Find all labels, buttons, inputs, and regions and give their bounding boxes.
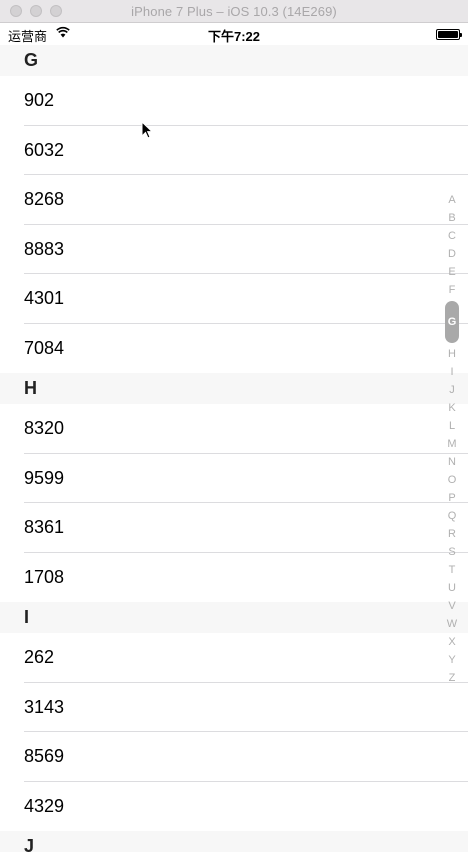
index-letter-g[interactable]: G (445, 301, 459, 343)
table-row[interactable]: 9599 (0, 454, 468, 504)
table-row[interactable]: 902 (0, 76, 468, 126)
section-g: G 902 6032 8268 8883 4301 7084 (0, 45, 468, 373)
index-letter-w[interactable]: W (446, 618, 458, 630)
index-letter-q[interactable]: Q (447, 510, 457, 522)
table-row[interactable]: 8569 (0, 732, 468, 782)
index-letter-u[interactable]: U (448, 582, 456, 594)
table-row[interactable]: 6032 (0, 126, 468, 176)
mouse-pointer-icon (141, 121, 153, 139)
table-row[interactable]: 8320 (0, 404, 468, 454)
battery-icon (436, 29, 462, 40)
index-letter-m[interactable]: M (447, 438, 457, 450)
index-letter-n[interactable]: N (448, 456, 456, 468)
index-letter-l[interactable]: L (448, 420, 456, 432)
minimize-window-button[interactable] (30, 5, 42, 17)
section-h: H 8320 9599 8361 1708 (0, 373, 468, 602)
index-letter-z[interactable]: Z (448, 672, 456, 684)
index-letter-j[interactable]: J (449, 384, 455, 396)
index-letter-c[interactable]: C (448, 230, 456, 242)
zoom-window-button[interactable] (50, 5, 62, 17)
table-row[interactable]: 8268 (0, 175, 468, 225)
table-row[interactable]: 8883 (0, 225, 468, 275)
table-row[interactable]: 3143 (0, 683, 468, 733)
index-letter-d[interactable]: D (448, 248, 456, 260)
table-row[interactable]: 8361 (0, 503, 468, 553)
index-letter-x[interactable]: X (448, 636, 456, 648)
section-j: J (0, 831, 468, 852)
index-letter-i[interactable]: I (450, 366, 454, 378)
index-letter-t[interactable]: T (448, 564, 456, 576)
simulator-title-bar: iPhone 7 Plus – iOS 10.3 (14E269) (0, 0, 468, 23)
index-letter-y[interactable]: Y (448, 654, 456, 666)
table-row[interactable]: 7084 (24, 337, 65, 358)
table-view[interactable]: G 902 6032 8268 8883 4301 7084 H 8320 95… (0, 45, 468, 852)
wifi-icon (56, 26, 70, 38)
index-letter-h[interactable]: H (448, 348, 456, 360)
close-window-button[interactable] (10, 5, 22, 17)
index-letter-o[interactable]: O (447, 474, 457, 486)
section-header: J (0, 831, 468, 852)
status-time: 下午7:22 (207, 29, 261, 44)
section-header: G (0, 45, 468, 76)
window-title: iPhone 7 Plus – iOS 10.3 (14E269) (131, 4, 337, 19)
index-letter-p[interactable]: P (448, 492, 456, 504)
index-letter-r[interactable]: R (448, 528, 456, 540)
table-row[interactable]: 262 (0, 633, 468, 683)
index-letter-k[interactable]: K (448, 402, 456, 414)
index-letter-s[interactable]: S (448, 546, 456, 558)
table-row[interactable]: 4301 (0, 274, 468, 324)
index-letter-f[interactable]: F (448, 284, 456, 296)
status-bar: 运营商 下午7:22 (0, 23, 468, 45)
index-letter-v[interactable]: V (448, 600, 456, 612)
index-letter-b[interactable]: B (448, 212, 456, 224)
index-letter-a[interactable]: A (448, 194, 456, 206)
table-row[interactable]: 1708 (24, 566, 65, 587)
table-row[interactable]: 4329 (24, 795, 65, 816)
carrier-label: 运营商 (8, 29, 48, 44)
section-header: H (0, 373, 468, 404)
index-letter-e[interactable]: E (448, 266, 456, 278)
section-i: I 262 3143 8569 4329 (0, 602, 468, 831)
section-header: I (0, 602, 468, 633)
